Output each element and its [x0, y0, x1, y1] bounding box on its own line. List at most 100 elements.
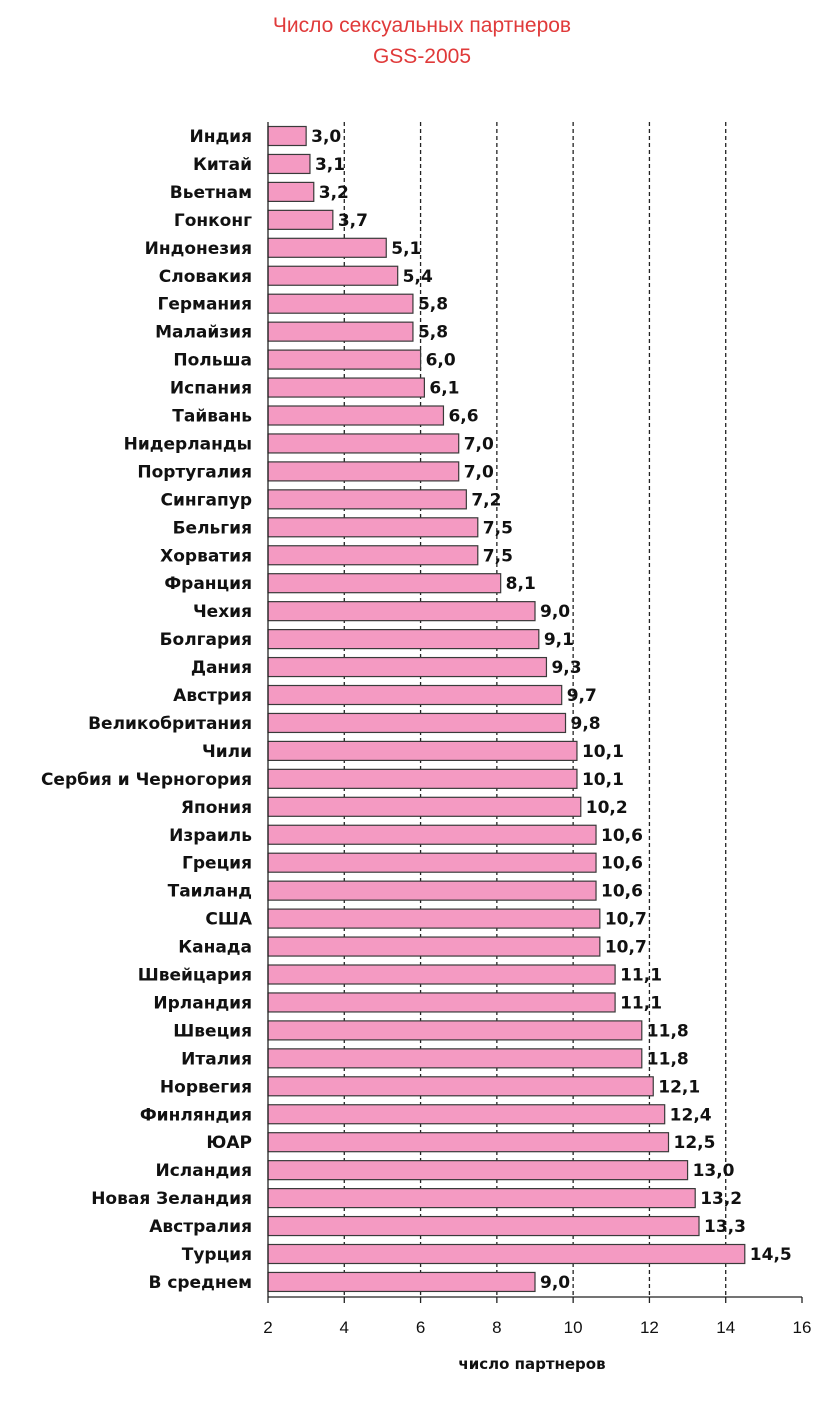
bar-40	[267, 1243, 746, 1265]
value-label: 9,8	[571, 714, 601, 734]
x-tick-label: 12	[640, 1318, 659, 1337]
bar-8	[267, 349, 422, 370]
bar-12	[267, 461, 460, 482]
bar-17	[267, 601, 536, 622]
x-tick-label: 8	[492, 1318, 501, 1337]
bar-11	[267, 433, 460, 454]
value-label: 5,1	[391, 239, 421, 259]
category-label: Дания	[191, 658, 252, 678]
category-label: Болгария	[160, 630, 252, 650]
category-label: Греция	[182, 854, 252, 874]
x-tick-label: 4	[340, 1318, 349, 1337]
category-label: Чили	[202, 742, 252, 762]
category-label: Португалия	[137, 462, 252, 482]
bar-13	[267, 489, 467, 510]
bar-22	[267, 740, 578, 762]
bar-26	[267, 852, 597, 873]
bar-5	[267, 265, 399, 286]
category-label: ЮАР	[206, 1133, 252, 1153]
value-label: 10,7	[605, 938, 647, 958]
value-label: 3,7	[338, 211, 368, 231]
bar-18	[267, 628, 540, 650]
value-label: 14,5	[750, 1245, 792, 1265]
category-label: Тайвань	[172, 407, 252, 427]
x-tick-label: 6	[416, 1318, 425, 1337]
value-label: 12,1	[658, 1077, 700, 1097]
category-label: Швеция	[173, 1021, 252, 1041]
value-label: 13,3	[704, 1217, 746, 1237]
bar-25	[267, 824, 597, 845]
value-label: 10,6	[601, 854, 643, 874]
x-axis: 2 4 6 8 10 12 14 16	[263, 122, 811, 1337]
value-label: 11,1	[620, 966, 662, 986]
value-label: 7,0	[464, 434, 494, 454]
value-label: 7,5	[483, 546, 513, 566]
value-label: 6,6	[448, 407, 478, 427]
category-label: Норвегия	[160, 1077, 252, 1097]
value-label: 5,8	[418, 323, 448, 343]
bar-32	[267, 1020, 643, 1041]
category-label: Индонезия	[145, 239, 252, 259]
bar-3	[267, 209, 334, 230]
bar-6	[267, 293, 414, 314]
value-label: 12,4	[670, 1105, 712, 1125]
x-tick-label: 10	[564, 1318, 583, 1337]
bar-35	[267, 1104, 666, 1125]
category-label: США	[205, 910, 252, 930]
category-label: Китай	[193, 155, 252, 175]
value-label: 5,4	[403, 267, 433, 287]
value-label: 11,1	[620, 993, 662, 1013]
category-label: Турция	[182, 1245, 252, 1265]
category-label: Испания	[170, 379, 252, 399]
value-label: 12,5	[674, 1133, 716, 1153]
bar-0	[267, 125, 307, 147]
bar-14	[267, 517, 479, 538]
bar-24	[267, 796, 582, 817]
bar-33	[267, 1048, 643, 1069]
category-label: Германия	[158, 295, 252, 315]
value-label: 7,2	[471, 490, 501, 510]
category-label: Польша	[173, 351, 252, 371]
category-label: Великобритания	[88, 714, 252, 734]
category-label: Нидерланды	[124, 434, 252, 454]
bar-28	[267, 908, 601, 929]
category-label: Хорватия	[160, 546, 252, 566]
bar-9	[267, 377, 425, 398]
category-label: Канада	[178, 938, 252, 958]
bar-41	[267, 1271, 536, 1293]
category-label: Малайзия	[155, 323, 252, 343]
value-label: 10,2	[586, 798, 628, 818]
value-label: 11,8	[647, 1021, 689, 1041]
category-label: Вьетнам	[170, 183, 252, 203]
category-label: Чехия	[193, 602, 252, 622]
value-label: 3,2	[319, 183, 349, 203]
category-label: Таиланд	[168, 882, 252, 902]
value-label: 9,1	[544, 630, 574, 650]
value-label: 10,7	[605, 910, 647, 930]
bar-30	[267, 964, 616, 985]
value-label: 7,5	[483, 518, 513, 538]
category-label: В среднем	[148, 1273, 252, 1293]
value-label: 11,8	[647, 1049, 689, 1069]
category-label: Бельгия	[173, 518, 252, 538]
bar-4	[267, 237, 387, 258]
bar-19	[267, 656, 548, 678]
category-label: Исландия	[155, 1161, 252, 1181]
value-label: 13,0	[693, 1161, 735, 1181]
x-axis-title: число партнеров	[458, 1355, 605, 1373]
bar-1	[267, 153, 311, 175]
category-label: Австралия	[149, 1217, 252, 1237]
bar-29	[267, 936, 601, 957]
bar-31	[267, 992, 616, 1013]
x-tick-label: 14	[716, 1318, 735, 1337]
chart-title: Число сексуальных партнеров	[273, 14, 571, 37]
value-label: 9,0	[540, 1273, 570, 1293]
chart-subtitle: GSS-2005	[373, 45, 471, 68]
category-label: Швейцария	[138, 966, 252, 986]
bar-23	[267, 768, 578, 789]
value-label: 5,8	[418, 295, 448, 315]
bar-20	[267, 684, 563, 706]
category-label: Новая Зеландия	[91, 1189, 252, 1209]
value-label: 9,3	[551, 658, 581, 678]
